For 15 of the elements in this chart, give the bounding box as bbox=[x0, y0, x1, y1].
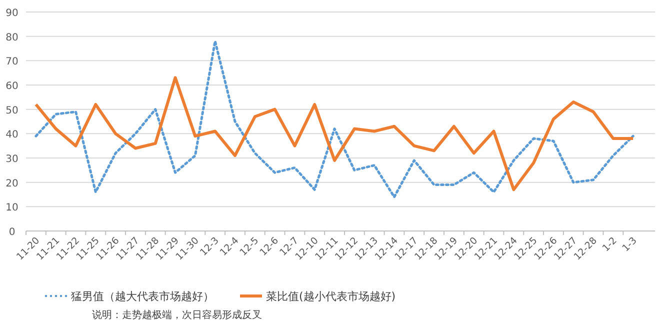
y-tick-label: 60 bbox=[6, 81, 18, 92]
y-tick-label: 40 bbox=[6, 130, 18, 141]
x-tick-label: 1-3 bbox=[620, 235, 640, 254]
legend-label: 猛男值（越大代表市场越好） bbox=[71, 290, 214, 303]
y-tick-label: 90 bbox=[6, 8, 18, 19]
y-tick-label: 70 bbox=[6, 56, 18, 68]
y-tick-label: 80 bbox=[6, 32, 18, 44]
y-tick-label: 10 bbox=[6, 202, 18, 214]
y-tick-label: 20 bbox=[6, 178, 18, 190]
text: 说明：走势越极端，次日容易形成反叉 bbox=[92, 309, 262, 321]
x-tick-label: 1-2 bbox=[600, 235, 620, 254]
y-tick-label: 30 bbox=[6, 154, 18, 165]
y-tick-label: 0 bbox=[8, 227, 16, 238]
legend-label: 菜比值(越小代表市场越好) bbox=[266, 290, 396, 303]
y-tick-label: 50 bbox=[6, 105, 18, 116]
